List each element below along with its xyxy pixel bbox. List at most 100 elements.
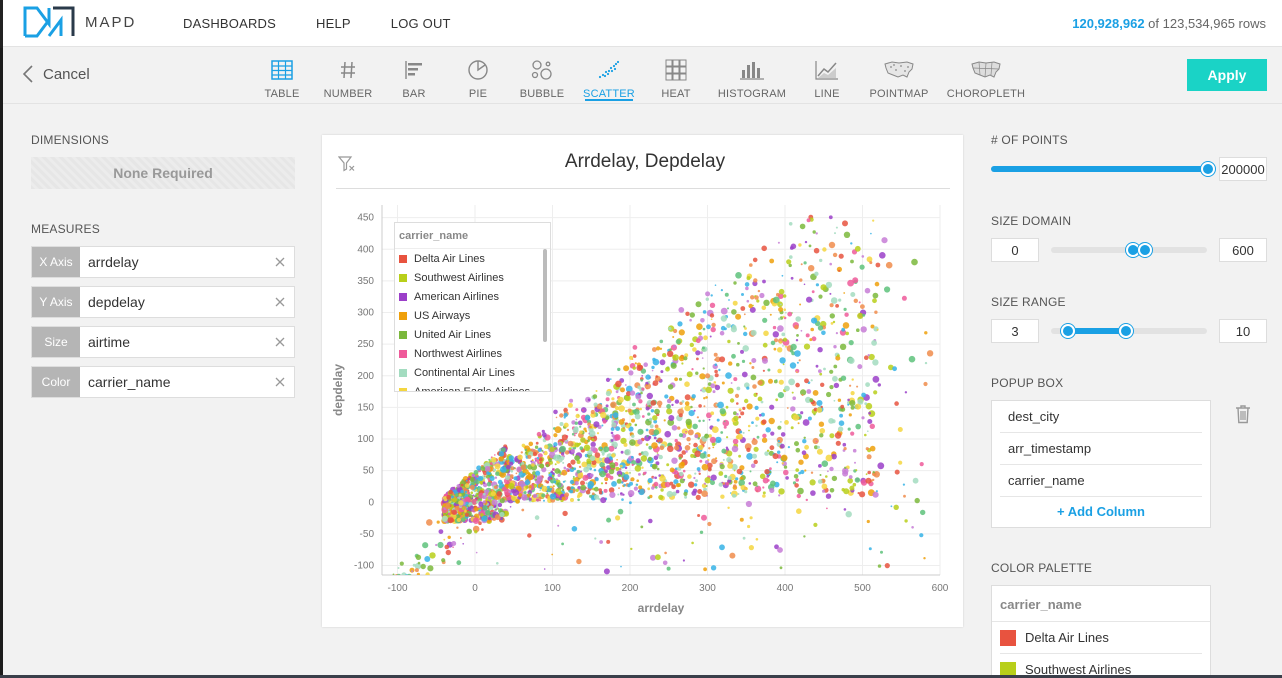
legend-item[interactable]: Southwest Airlines bbox=[395, 268, 550, 287]
scatter-point bbox=[674, 377, 678, 382]
size-domain-min-input[interactable]: 0 bbox=[991, 238, 1039, 262]
legend-item[interactable]: US Airways bbox=[395, 306, 550, 325]
scatter-point bbox=[656, 453, 660, 457]
scatter-point bbox=[501, 447, 506, 453]
close-icon[interactable] bbox=[266, 327, 294, 357]
palette-item[interactable]: Delta Air Lines bbox=[1000, 622, 1202, 654]
scatter-point bbox=[873, 390, 878, 395]
measure-y-axis[interactable]: Y Axis depdelay bbox=[31, 286, 295, 318]
popup-column[interactable]: dest_city bbox=[1000, 401, 1202, 433]
size-range-min-input[interactable]: 3 bbox=[991, 319, 1039, 343]
legend-swatch bbox=[399, 349, 407, 358]
scatter-point bbox=[550, 470, 554, 474]
scatter-point bbox=[462, 543, 464, 545]
scatter-point bbox=[561, 472, 565, 476]
nav-dashboards[interactable]: DASHBOARDS bbox=[183, 16, 277, 31]
scatter-point bbox=[634, 465, 642, 472]
points-slider-knob[interactable] bbox=[1201, 162, 1215, 176]
scatter-point bbox=[572, 454, 575, 456]
scatter-point bbox=[709, 436, 716, 443]
measure-value[interactable]: carrier_name bbox=[88, 374, 171, 390]
chart-type-scatter[interactable]: SCATTER bbox=[569, 48, 649, 104]
size-range-knob-low[interactable] bbox=[1061, 324, 1075, 338]
popup-column[interactable]: carrier_name bbox=[1000, 465, 1202, 497]
chart-type-bar[interactable]: BAR bbox=[374, 48, 454, 104]
app-window: MAPD DASHBOARDS HELP LOG OUT 120,928,962… bbox=[3, 0, 1282, 675]
apply-button[interactable]: Apply bbox=[1187, 59, 1267, 91]
legend-item[interactable]: American Airlines bbox=[395, 287, 550, 306]
cancel-button[interactable]: Cancel bbox=[23, 65, 90, 83]
close-icon[interactable] bbox=[266, 287, 294, 317]
scatter-point bbox=[735, 477, 739, 481]
nav-help[interactable]: HELP bbox=[316, 16, 351, 31]
scatter-point bbox=[527, 473, 534, 481]
chart-type-pointmap[interactable]: POINTMAP bbox=[859, 48, 939, 104]
chart-type-table[interactable]: TABLE bbox=[242, 48, 322, 104]
chart-type-bubble[interactable]: BUBBLE bbox=[502, 48, 582, 104]
measure-size[interactable]: Size airtime bbox=[31, 326, 295, 358]
scatter-point bbox=[604, 477, 609, 482]
size-range-max-input[interactable]: 10 bbox=[1219, 319, 1267, 343]
scatter-point bbox=[733, 281, 737, 285]
measure-value[interactable]: arrdelay bbox=[88, 254, 139, 270]
scatter-point bbox=[535, 470, 541, 476]
scatter-point bbox=[833, 382, 840, 389]
palette-swatch[interactable] bbox=[1000, 661, 1016, 675]
scatter-point bbox=[847, 478, 853, 484]
close-icon[interactable] bbox=[266, 247, 294, 277]
scatter-point bbox=[472, 494, 475, 497]
scatter-point bbox=[727, 479, 732, 484]
chart-legend[interactable]: carrier_name Delta Air Lines Southwest Ai… bbox=[394, 222, 551, 392]
scatter-point bbox=[617, 493, 620, 496]
add-column-button[interactable]: + Add Column bbox=[1057, 503, 1145, 519]
scatter-point bbox=[772, 453, 779, 460]
palette-swatch[interactable] bbox=[1000, 629, 1016, 646]
chart-type-choropleth[interactable]: CHOROPLETH bbox=[946, 48, 1026, 104]
legend-item[interactable]: American Eagle Airlines bbox=[395, 382, 550, 391]
legend-item[interactable]: United Air Lines bbox=[395, 325, 550, 344]
scatter-point bbox=[783, 465, 788, 469]
scatter-point bbox=[755, 538, 759, 541]
legend-item[interactable]: Continental Air Lines bbox=[395, 363, 550, 382]
scatter-point bbox=[585, 482, 588, 485]
scatter-point bbox=[570, 498, 574, 502]
legend-item[interactable]: Delta Air Lines bbox=[395, 249, 550, 268]
chart-type-pie[interactable]: PIE bbox=[438, 48, 518, 104]
scatter-point bbox=[850, 391, 855, 396]
palette-item[interactable]: Southwest Airlines bbox=[1000, 654, 1202, 675]
chart-type-histogram[interactable]: HISTOGRAM bbox=[712, 48, 792, 104]
trash-icon[interactable] bbox=[1235, 404, 1251, 424]
legend-item[interactable]: Northwest Airlines bbox=[395, 344, 550, 363]
scatter-point bbox=[589, 425, 592, 429]
scatter-point bbox=[826, 507, 828, 510]
scatter-point bbox=[466, 528, 472, 535]
size-domain-knob-high[interactable] bbox=[1138, 243, 1152, 257]
scatter-point bbox=[779, 566, 783, 570]
measure-color[interactable]: Color carrier_name bbox=[31, 366, 295, 398]
chart-type-heat[interactable]: HEAT bbox=[636, 48, 716, 104]
scatter-point bbox=[652, 415, 658, 421]
mapd-logo[interactable]: MAPD bbox=[23, 6, 136, 38]
scatter-point bbox=[525, 485, 529, 489]
clear-filter-icon[interactable] bbox=[338, 155, 356, 173]
size-range-knob-high[interactable] bbox=[1119, 324, 1133, 338]
measure-value[interactable]: airtime bbox=[88, 334, 131, 350]
legend-scrollbar[interactable] bbox=[543, 249, 547, 342]
scatter-point bbox=[551, 489, 555, 494]
scatter-point bbox=[877, 564, 882, 568]
measure-value[interactable]: depdelay bbox=[88, 294, 145, 310]
close-icon[interactable] bbox=[266, 367, 294, 397]
scatter-point bbox=[683, 491, 688, 496]
scatter-plot[interactable]: -100 0 100 200 300 400 500 600 -100 -50 0 50 100 150 2… bbox=[322, 135, 963, 627]
scatter-point bbox=[598, 498, 601, 501]
chart-type-line[interactable]: LINE bbox=[787, 48, 867, 104]
size-domain-max-input[interactable]: 600 bbox=[1219, 238, 1267, 262]
scatter-point bbox=[528, 497, 532, 501]
popup-column[interactable]: arr_timestamp bbox=[1000, 433, 1202, 465]
scatter-point bbox=[666, 398, 672, 404]
scatter-point bbox=[707, 467, 712, 472]
points-input[interactable]: 200000 bbox=[1219, 157, 1267, 181]
nav-logout[interactable]: LOG OUT bbox=[390, 16, 451, 31]
chart-type-number[interactable]: NUMBER bbox=[308, 48, 388, 104]
measure-x-axis[interactable]: X Axis arrdelay bbox=[31, 246, 295, 278]
